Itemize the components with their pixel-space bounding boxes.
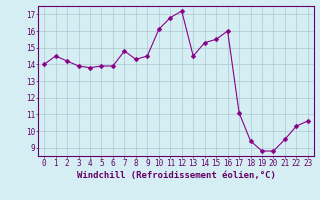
X-axis label: Windchill (Refroidissement éolien,°C): Windchill (Refroidissement éolien,°C) <box>76 171 276 180</box>
